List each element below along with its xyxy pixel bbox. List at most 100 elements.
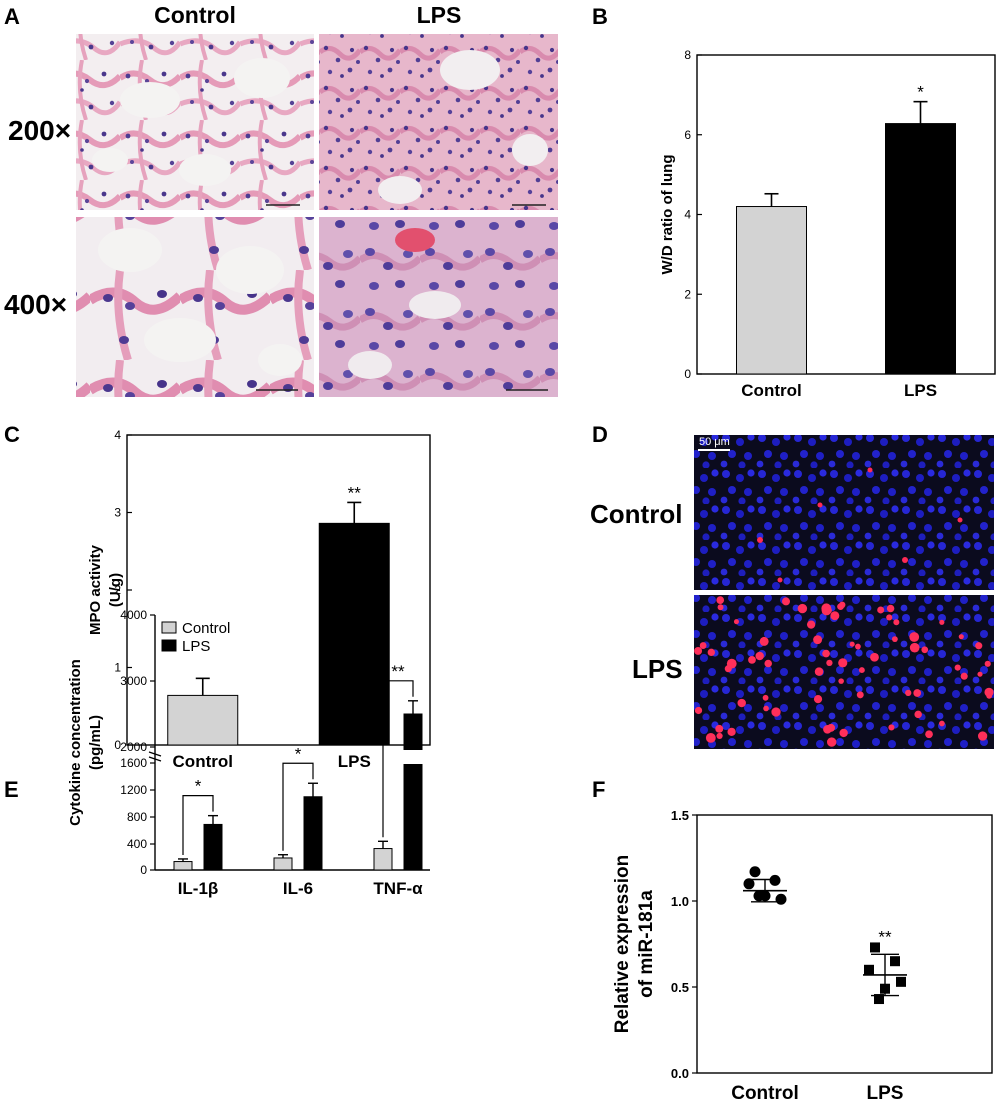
he-image-control-400x [76, 217, 314, 397]
red-nucleus [759, 636, 769, 646]
y-axis-label-line: Cytokine concentration [67, 659, 84, 826]
red-nucleus [781, 597, 790, 606]
significance-mark: * [295, 744, 302, 763]
category-label: Control [741, 381, 801, 400]
y-tick-label: 2 [114, 583, 121, 597]
bar-lps [203, 823, 223, 871]
red-nucleus [849, 641, 855, 647]
red-nucleus [856, 691, 864, 699]
panel-a-row-400x: 400× [4, 289, 67, 320]
plot-frame [696, 814, 993, 1074]
y-tick-label: 4 [684, 208, 691, 222]
significance-bracket [282, 762, 314, 851]
y-axis-label: W/D ratio of lung [659, 155, 676, 275]
category-label: Control [731, 1083, 799, 1104]
y-axis-label: MPO activity (U/g) [87, 544, 124, 635]
panel-a-column-lps: LPS [417, 2, 462, 28]
red-nucleus [921, 646, 929, 654]
y-tick-label: 4000 [120, 608, 147, 622]
legend-swatch [161, 621, 177, 634]
red-nucleus [727, 727, 736, 737]
red-nucleus [717, 604, 724, 611]
red-nucleus [958, 634, 964, 640]
bar-control [273, 857, 293, 871]
chart-f-mir181a: 0.0 0.5 1.0 1.5 Control LPS ** Relative express… [612, 808, 993, 1104]
panel-d: D Control LPS 50 μm [590, 422, 994, 749]
red-nucleus [954, 664, 961, 671]
panel-a-letter: A [4, 4, 20, 29]
data-point [896, 976, 906, 987]
red-nucleus [705, 732, 716, 743]
red-nucleus [977, 671, 983, 677]
y-axis-label-line: MPO activity [87, 544, 104, 635]
red-nucleus [826, 659, 833, 667]
scalebar-label: 50 μm [699, 436, 730, 448]
axis-break-mark [148, 756, 162, 762]
panel-b: B 0 2 4 6 8 Control LPS * W/D ratio of lung [592, 4, 996, 400]
significance-bracket [182, 795, 214, 855]
bar-lps [885, 123, 956, 375]
red-nucleus [975, 642, 983, 650]
red-nucleus [737, 698, 746, 708]
significance-mark: ** [348, 483, 362, 502]
bar-control [373, 848, 393, 871]
panel-a-row-200x: 200× [8, 115, 71, 146]
bar-control [167, 694, 239, 746]
y-tick-label: 3000 [120, 674, 147, 688]
red-nucleus [909, 642, 920, 653]
red-nucleus [838, 678, 844, 684]
significance-mark: * [917, 83, 924, 102]
red-nucleus [822, 649, 830, 658]
chart-b-wd-ratio: 0 2 4 6 8 Control LPS * W/D ratio of lung [659, 48, 996, 400]
red-nucleus [925, 730, 933, 739]
y-tick-label: 0 [114, 738, 121, 752]
data-point [753, 890, 765, 902]
y-tick-label: 1 [114, 661, 121, 675]
red-nucleus [858, 667, 865, 674]
y-tick-label: 1.0 [671, 894, 689, 909]
y-axis-label-line: Relative expression [612, 855, 633, 1033]
data-point [890, 956, 900, 967]
red-nucleus [724, 665, 732, 673]
red-nucleus [699, 642, 707, 649]
red-nucleus [939, 720, 945, 727]
bar-control [173, 861, 193, 871]
category-label: LPS [904, 381, 937, 400]
y-tick-label: 400 [127, 837, 147, 851]
chart-e-cytokines: 0 400 800 1200 1600 2000 3000 4000 IL-1β * IL-6 * TN… [67, 608, 430, 898]
y-tick-label: 8 [684, 48, 691, 62]
red-nucleus [771, 707, 781, 717]
y-tick-label: 1.5 [671, 808, 689, 823]
data-point [769, 874, 781, 886]
y-tick-label: 0 [140, 863, 147, 877]
bar-lps [318, 522, 390, 746]
y-axis-label: Relative expression of miR-181a [612, 855, 657, 1033]
axis-break-mark [148, 751, 162, 757]
fluorescence-image-control: 50 μm [694, 435, 994, 590]
panel-a: A Control LPS 200× 400× [4, 2, 558, 397]
y-tick-label: 0 [684, 367, 691, 381]
y-tick-label: 2000 [120, 740, 147, 754]
red-nucleus [762, 694, 769, 701]
red-nucleus [909, 632, 920, 642]
red-nucleus [837, 603, 844, 611]
y-tick-label: 800 [127, 810, 147, 824]
bar-lps [403, 713, 423, 871]
panel-e: E 0 400 800 1200 1600 2000 3000 4000 IL-1β * IL-6 *… [4, 608, 430, 898]
y-axis-label-line: (U/g) [107, 573, 124, 607]
red-nucleus [891, 636, 898, 643]
legend-swatch [161, 639, 177, 652]
red-nucleus [905, 689, 912, 697]
significance-mark: ** [391, 662, 405, 681]
y-tick-label: 1200 [120, 783, 147, 797]
red-nucleus [715, 724, 724, 733]
red-nucleus [748, 656, 756, 664]
red-nucleus [826, 737, 837, 747]
y-axis-label-line: (pg/mL) [87, 715, 104, 770]
legend-label: Control [182, 620, 230, 637]
red-nucleus [893, 619, 900, 626]
red-nucleus [823, 725, 832, 734]
y-axis-label-line: W/D ratio of lung [659, 155, 676, 275]
y-axis-label-line: of miR-181a [636, 890, 657, 998]
